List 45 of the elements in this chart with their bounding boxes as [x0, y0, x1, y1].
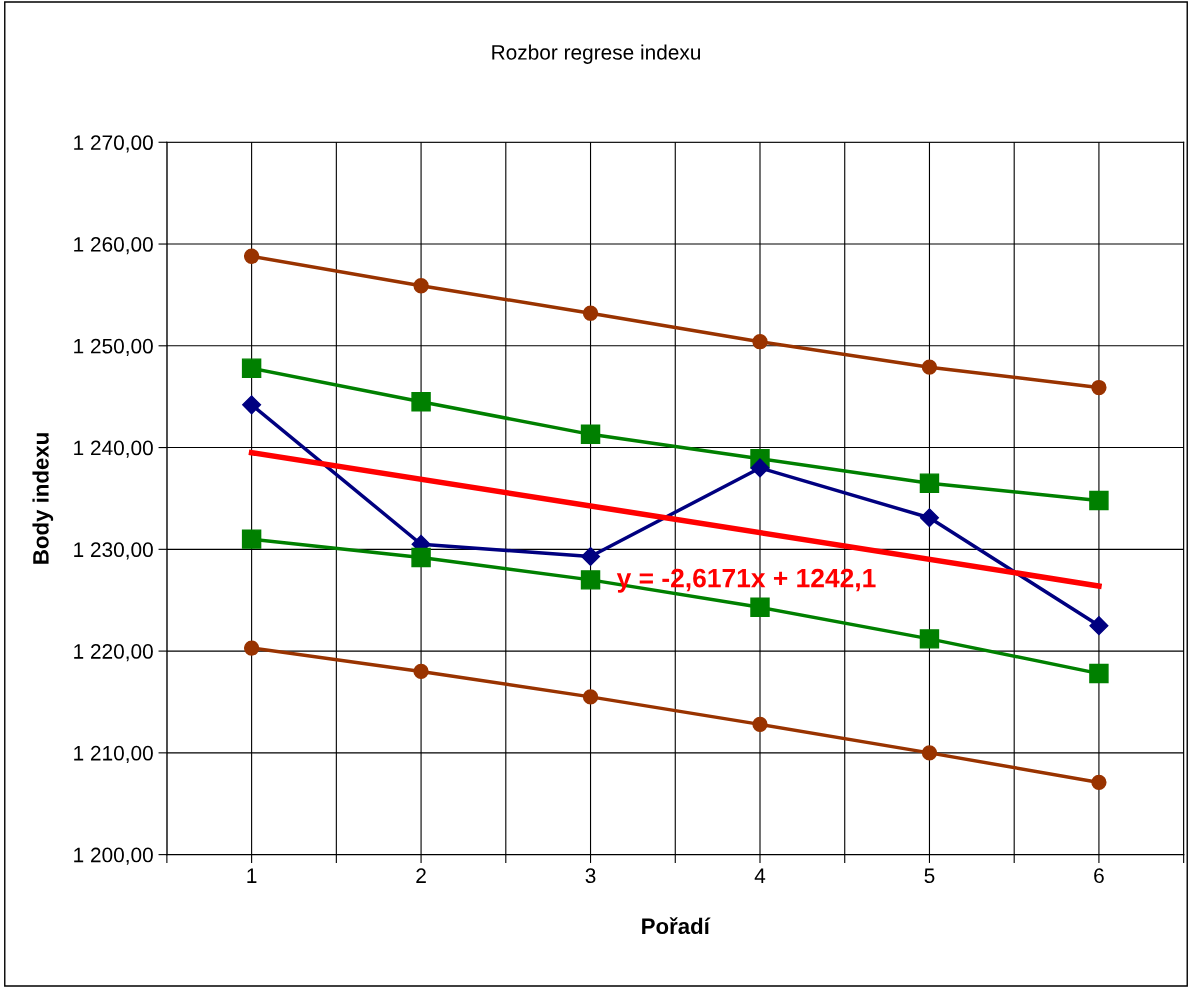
point [752, 716, 768, 733]
point [411, 547, 431, 568]
point [580, 424, 601, 445]
y-tick-label: 1 200,00 [74, 847, 153, 865]
point [919, 629, 940, 649]
point [750, 458, 770, 478]
point [1089, 490, 1109, 511]
y-tick-label: 1 250,00 [74, 338, 153, 357]
x-tick-label: 5 [924, 868, 935, 884]
point [919, 473, 940, 493]
point [243, 640, 260, 656]
point [580, 570, 601, 590]
point [752, 334, 768, 350]
x-tick-label: 2 [416, 868, 426, 883]
point [1091, 379, 1107, 396]
point [1089, 663, 1109, 684]
y-tick-label: 1 230,00 [74, 542, 153, 560]
point [919, 508, 939, 528]
y-tick-label: 1 220,00 [74, 644, 153, 662]
x-axis-title: Pořadí [642, 917, 711, 935]
point [750, 597, 770, 618]
y-axis-title: Body indexu [32, 433, 54, 564]
point [241, 529, 262, 549]
x-tick-label: 3 [585, 868, 596, 884]
x-tick-label: 1 [247, 868, 257, 883]
point [921, 359, 938, 375]
point [581, 546, 601, 566]
y-tick-label: 1 270,00 [74, 135, 153, 153]
chart-title: Rozbor regrese indexu [492, 44, 701, 64]
point [582, 305, 599, 321]
y-tick-label: 1 210,00 [74, 745, 153, 764]
x-tick-label: 6 [1094, 868, 1104, 884]
y-tick-label: 1 260,00 [74, 237, 153, 255]
point [243, 248, 260, 264]
point [411, 392, 431, 412]
point [241, 358, 262, 378]
x-tick-label: 4 [754, 868, 766, 883]
point [413, 278, 429, 294]
point [582, 689, 599, 705]
y-tick-label: 1 240,00 [74, 440, 153, 458]
point [413, 663, 429, 680]
point [242, 395, 262, 415]
point [1089, 616, 1109, 636]
point [921, 745, 938, 761]
point [1091, 774, 1107, 791]
